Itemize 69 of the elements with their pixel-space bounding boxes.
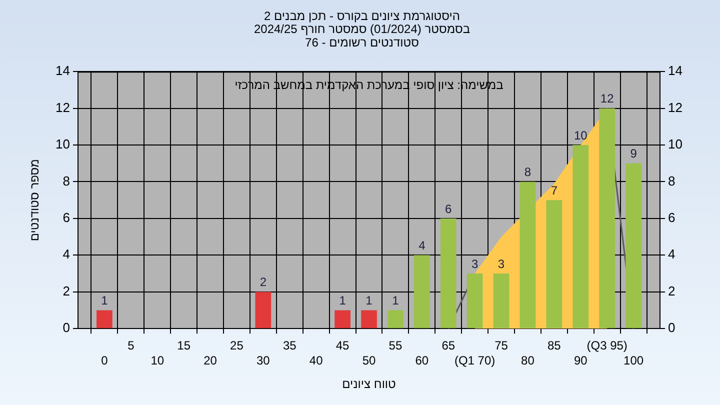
x-tick-label: 65	[442, 338, 456, 352]
y2-tick-label: 6	[668, 210, 676, 226]
x-tick-label: 80	[521, 353, 535, 368]
x-tick-label: 0	[101, 353, 108, 368]
bar	[626, 163, 642, 328]
x-tick-label: 85	[548, 338, 562, 352]
bar	[361, 310, 377, 328]
y2-tick-label: 10	[668, 136, 682, 152]
data-label: 7	[550, 183, 558, 198]
data-label: 1	[366, 294, 373, 308]
y-tick-label: 10	[56, 136, 70, 152]
y2-tick-label: 0	[668, 320, 676, 336]
x-tick-label: 10	[150, 353, 164, 368]
data-label: 6	[445, 202, 452, 216]
y-tick-label: 6	[62, 210, 70, 226]
y-tick-label: 0	[62, 320, 70, 336]
y-tick-label: 2	[62, 283, 70, 298]
x-tick-label: 15	[177, 338, 191, 352]
bar	[414, 255, 430, 328]
x-tick-label: 75	[494, 338, 508, 352]
data-label: 9	[630, 146, 638, 161]
x-tick-label: 60	[415, 353, 429, 368]
bar	[334, 310, 350, 328]
data-label: 10	[574, 128, 588, 142]
y2-tick-label: 4	[668, 246, 676, 262]
y2-tick-label: 12	[668, 100, 682, 115]
y-tick-label: 12	[56, 100, 70, 115]
y-tick-label: 8	[62, 173, 70, 188]
chart-title: היסטוגרמת ציונים בקורס - תכן מבנים 2	[264, 8, 460, 23]
x-tick-label: 100	[624, 353, 644, 368]
y2-tick-label: 2	[668, 283, 676, 298]
data-label: 1	[339, 294, 346, 308]
data-label: 4	[418, 238, 426, 252]
x-tick-label: 50	[362, 353, 376, 368]
x-tick-label: 45	[336, 338, 350, 352]
x-tick-label: 35	[282, 338, 297, 352]
bar	[572, 145, 589, 328]
bar	[466, 274, 483, 328]
x-tick-label: 90	[574, 353, 588, 368]
data-label: 2	[260, 275, 267, 290]
x-tick-label: 25	[230, 338, 244, 352]
y-tick-label: 14	[56, 63, 70, 78]
data-label: 12	[600, 92, 614, 106]
bar	[96, 310, 112, 328]
x-tick-label: 55	[388, 338, 402, 352]
bar	[599, 108, 616, 328]
data-label: 8	[524, 165, 532, 180]
x-tick-label: (Q3 95)	[586, 338, 628, 352]
data-label: 1	[392, 294, 400, 308]
y-axis-title: מספר סטודנטים	[28, 159, 42, 242]
bar	[388, 310, 404, 328]
bar	[440, 218, 456, 328]
x-tick-label: 40	[309, 353, 324, 368]
y2-tick-label: 8	[668, 173, 676, 188]
data-label: 3	[471, 256, 478, 271]
x-axis-title: טווח ציונים	[342, 377, 396, 392]
data-label: 3	[498, 256, 505, 271]
bar	[255, 292, 272, 328]
bar	[546, 200, 562, 328]
x-tick-label: 5	[128, 338, 135, 352]
bar	[493, 274, 510, 328]
y2-tick-label: 14	[668, 63, 682, 78]
y-tick-label: 4	[62, 246, 70, 262]
data-label: 1	[101, 294, 108, 308]
x-tick-label: 20	[204, 353, 218, 368]
x-tick-label: 30	[256, 353, 270, 368]
chart-subtitle: בסמסטר (01/2024) סמסטר חורף 2024/25 סטודנטים רשומים - 76	[254, 22, 470, 50]
bar	[520, 182, 536, 328]
x-tick-label: (Q1 70)	[454, 353, 496, 368]
